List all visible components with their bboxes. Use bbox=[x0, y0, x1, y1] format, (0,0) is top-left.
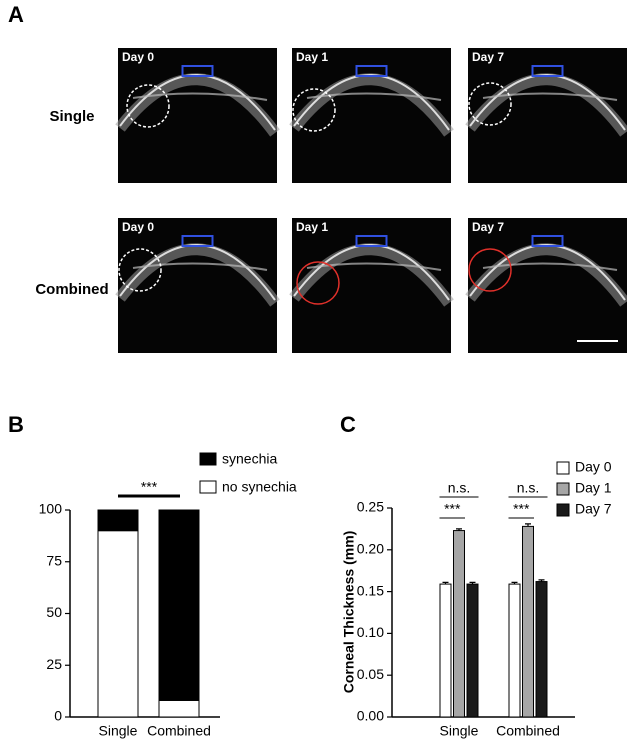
cornea bbox=[115, 243, 280, 307]
thickness-marker bbox=[355, 235, 388, 247]
significance-label: *** bbox=[141, 479, 158, 495]
highlight-circle bbox=[468, 248, 512, 292]
significance-label: *** bbox=[444, 501, 461, 517]
y-tick-label: 50 bbox=[46, 604, 62, 620]
panel-label: B bbox=[8, 412, 24, 437]
highlight-circle bbox=[468, 82, 512, 126]
legend-swatch bbox=[199, 452, 217, 466]
iris bbox=[482, 262, 618, 271]
y-tick-label: 0.20 bbox=[357, 541, 384, 557]
oct-image bbox=[292, 48, 451, 183]
y-tick-label: 25 bbox=[46, 656, 62, 672]
error-bar bbox=[456, 528, 462, 531]
oct-image bbox=[468, 218, 627, 353]
thickness-marker bbox=[355, 65, 388, 77]
y-tick-label: 75 bbox=[46, 552, 62, 568]
image-label: Day 7 bbox=[472, 50, 504, 64]
y-tick-label: 100 bbox=[39, 501, 63, 517]
bar bbox=[508, 583, 521, 718]
thickness-marker bbox=[181, 65, 214, 77]
highlight-circle bbox=[292, 88, 336, 132]
iris bbox=[132, 262, 268, 271]
y-tick-label: 0.05 bbox=[357, 666, 384, 682]
legend-label: Day 1 bbox=[575, 480, 612, 496]
iris bbox=[306, 262, 442, 271]
bar bbox=[466, 583, 479, 718]
highlight-circle bbox=[296, 261, 340, 305]
oct-image bbox=[118, 218, 277, 353]
bar bbox=[522, 525, 534, 718]
bar-segment bbox=[97, 509, 139, 532]
y-tick-label: 0.10 bbox=[357, 624, 384, 640]
legend-swatch bbox=[556, 461, 570, 475]
x-tick-label: Single bbox=[440, 723, 479, 739]
cornea bbox=[115, 73, 280, 137]
iris bbox=[482, 92, 618, 101]
iris bbox=[306, 92, 442, 101]
significance-label: n.s. bbox=[517, 480, 540, 496]
oct-image bbox=[468, 48, 627, 183]
highlight-circle bbox=[126, 84, 170, 128]
x-tick-label: Combined bbox=[496, 723, 560, 739]
bar bbox=[453, 530, 465, 718]
bar bbox=[535, 581, 548, 718]
oct-image bbox=[292, 218, 451, 353]
cornea bbox=[289, 243, 454, 307]
error-bar bbox=[525, 523, 531, 527]
legend-label: Day 0 bbox=[575, 459, 612, 475]
error-bar bbox=[511, 581, 518, 585]
oct-image bbox=[118, 48, 277, 183]
bar bbox=[439, 583, 452, 718]
x-tick-label: Combined bbox=[147, 723, 211, 739]
y-tick-label: 0.00 bbox=[357, 708, 384, 724]
image-label: Day 1 bbox=[296, 50, 328, 64]
legend-label: no synechia bbox=[222, 479, 297, 495]
panel-label: A bbox=[8, 2, 24, 27]
legend-swatch bbox=[556, 482, 570, 496]
row-label: Combined bbox=[35, 281, 108, 298]
y-tick-label: 0.15 bbox=[357, 582, 384, 598]
cornea bbox=[465, 73, 627, 137]
thickness-marker bbox=[531, 65, 564, 77]
error-bar bbox=[442, 581, 449, 585]
significance-label: n.s. bbox=[448, 480, 471, 496]
bar-segment bbox=[158, 699, 200, 718]
highlight-circle bbox=[118, 248, 162, 292]
bar-segment bbox=[97, 530, 139, 718]
error-bar bbox=[469, 581, 476, 585]
y-tick-label: 0.25 bbox=[357, 499, 384, 515]
cornea bbox=[465, 243, 627, 307]
bar-segment bbox=[158, 509, 200, 701]
panel-label: C bbox=[340, 412, 356, 437]
thickness-marker bbox=[181, 235, 214, 247]
thickness-marker bbox=[531, 235, 564, 247]
cornea bbox=[289, 73, 454, 137]
legend-label: Day 7 bbox=[575, 501, 612, 517]
significance-label: *** bbox=[513, 501, 530, 517]
legend-label: synechia bbox=[222, 451, 277, 467]
row-label: Single bbox=[49, 108, 94, 125]
image-label: Day 0 bbox=[122, 50, 154, 64]
image-label: Day 0 bbox=[122, 220, 154, 234]
image-label: Day 7 bbox=[472, 220, 504, 234]
error-bar bbox=[538, 579, 545, 582]
y-tick-label: 0 bbox=[54, 708, 62, 724]
iris bbox=[132, 92, 268, 101]
legend-swatch bbox=[199, 480, 217, 494]
legend-swatch bbox=[556, 503, 570, 517]
x-tick-label: Single bbox=[99, 723, 138, 739]
y-axis-label: Corneal Thickness (mm) bbox=[341, 531, 357, 694]
image-label: Day 1 bbox=[296, 220, 328, 234]
